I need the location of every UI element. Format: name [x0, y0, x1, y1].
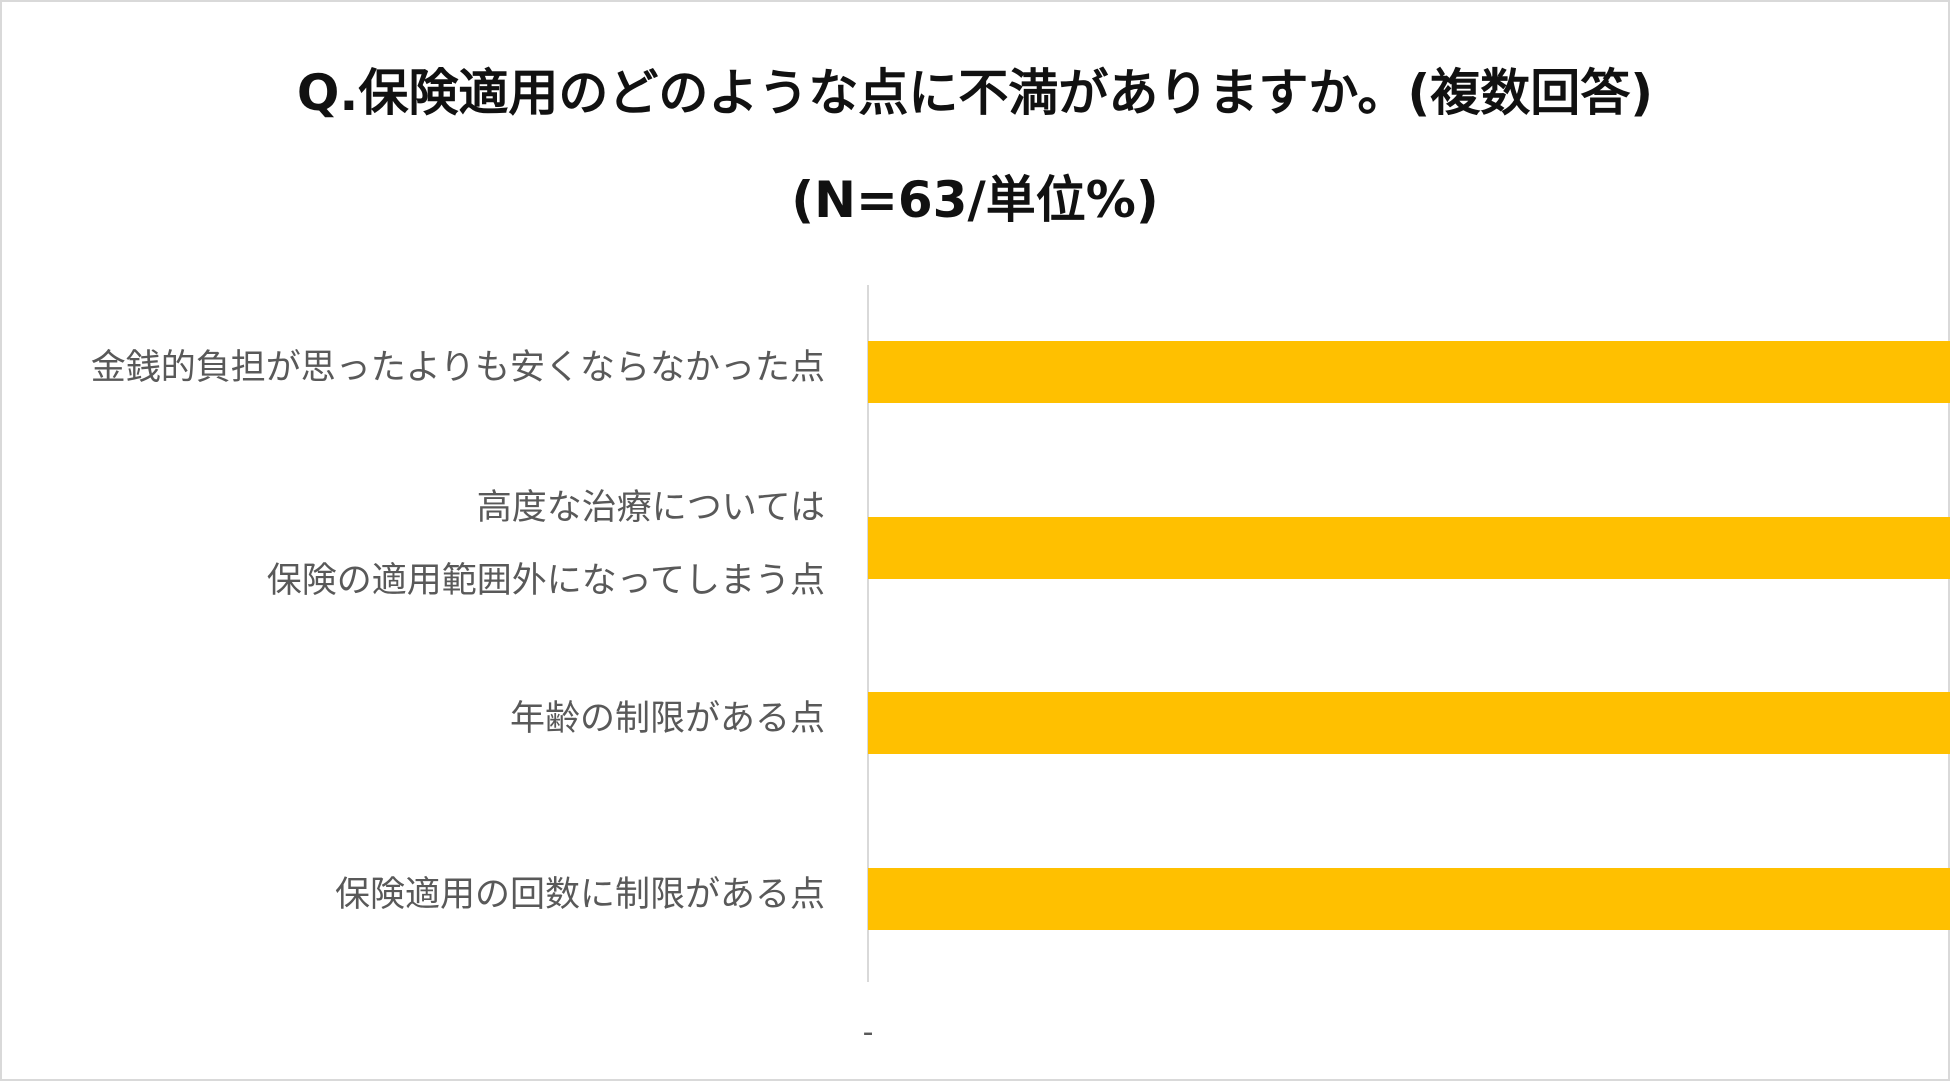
bar: [868, 341, 1950, 403]
x-tick-label: -: [863, 1015, 874, 1050]
category-label: 保険の適用範囲外になってしまう点: [266, 560, 825, 601]
category-label: 金銭的負担が思ったよりも安くならなかった点: [90, 348, 825, 388]
bar: [868, 517, 1950, 579]
bar: [868, 868, 1950, 930]
chart-title: Q.保険適用のどのような点に不満がありますか。(複数回答): [296, 64, 1654, 122]
category-label: 高度な治療については: [476, 487, 825, 528]
category-label: 保険適用の回数に制限がある点: [334, 875, 825, 915]
chart-subtitle: (N=63/単位%): [791, 171, 1159, 229]
bar: [868, 692, 1950, 754]
category-label: 年齢の制限がある点: [509, 699, 825, 739]
